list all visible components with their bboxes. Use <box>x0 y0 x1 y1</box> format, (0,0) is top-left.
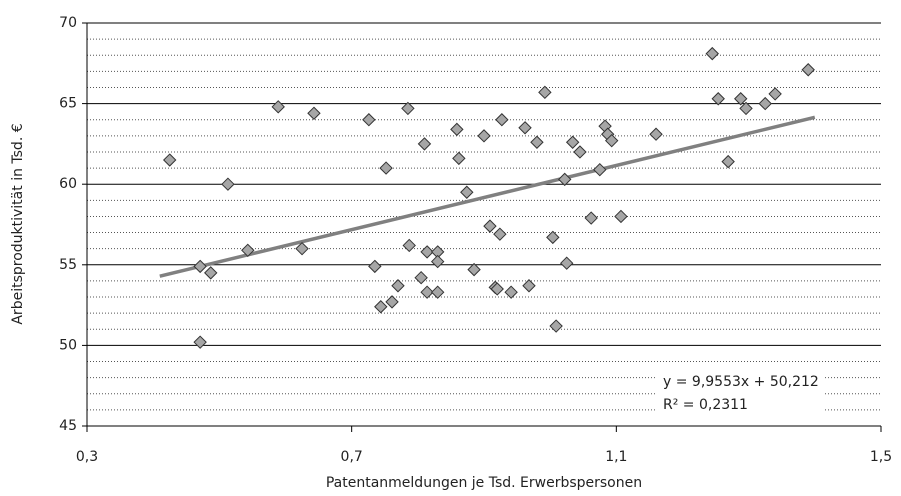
point <box>401 101 415 116</box>
y-tick-label: 50 <box>59 337 77 353</box>
point <box>193 259 207 274</box>
point <box>522 279 536 293</box>
point <box>560 256 574 270</box>
point <box>614 209 628 224</box>
point <box>483 219 497 233</box>
point <box>414 270 428 285</box>
point <box>477 129 491 143</box>
point <box>649 127 663 141</box>
point <box>163 153 177 167</box>
point <box>402 238 416 253</box>
point <box>204 266 218 280</box>
y-tick-label: 65 <box>59 96 77 112</box>
point <box>467 262 481 277</box>
y-tick-label: 70 <box>59 15 77 31</box>
point <box>241 243 255 257</box>
point <box>307 106 321 120</box>
point <box>295 241 309 256</box>
point <box>362 113 376 127</box>
trendline-r-squared: R² = 0,2311 <box>663 397 748 413</box>
point <box>420 245 434 259</box>
x-tick-label: 1,5 <box>870 449 892 465</box>
point <box>711 92 725 106</box>
point <box>768 87 782 101</box>
trendline-equation: y = 9,9553x + 50,212 <box>663 374 819 390</box>
point <box>758 96 772 111</box>
point <box>739 101 753 116</box>
point <box>379 161 393 175</box>
point <box>368 259 382 274</box>
point <box>705 46 719 61</box>
point <box>493 227 507 241</box>
y-axis-label: Arbeitsproduktivität in Tsd. € <box>10 123 26 324</box>
point <box>460 185 474 199</box>
point <box>538 85 552 100</box>
point <box>604 133 619 148</box>
point <box>391 279 405 293</box>
point <box>584 211 598 225</box>
point <box>801 63 815 77</box>
point <box>193 335 207 349</box>
x-axis-label: Patentanmeldungen je Tsd. Erwerbspersone… <box>326 475 642 491</box>
point <box>271 100 285 114</box>
point <box>573 145 587 159</box>
point <box>430 285 445 299</box>
x-tick-label: 0,3 <box>76 449 98 465</box>
point <box>490 282 504 296</box>
point <box>504 285 518 299</box>
point <box>450 122 464 137</box>
point <box>452 151 466 166</box>
x-tick-label: 1,1 <box>605 449 627 465</box>
point <box>546 230 560 245</box>
point <box>221 177 235 191</box>
trendline <box>159 115 816 278</box>
point <box>417 137 432 151</box>
point <box>530 135 544 149</box>
point <box>518 121 532 135</box>
point <box>430 254 445 269</box>
point <box>565 135 580 149</box>
point <box>385 295 399 309</box>
point <box>420 285 434 299</box>
point <box>374 300 388 314</box>
x-tick-label: 0,7 <box>341 449 363 465</box>
point <box>549 319 563 333</box>
point <box>734 92 748 106</box>
y-tick-label: 45 <box>59 418 77 434</box>
point <box>558 172 572 187</box>
point <box>721 154 735 169</box>
trendline-label-box <box>655 368 825 418</box>
y-tick-label: 60 <box>59 176 77 192</box>
point <box>495 113 509 127</box>
y-tick-label: 55 <box>59 257 77 273</box>
point <box>593 162 607 177</box>
